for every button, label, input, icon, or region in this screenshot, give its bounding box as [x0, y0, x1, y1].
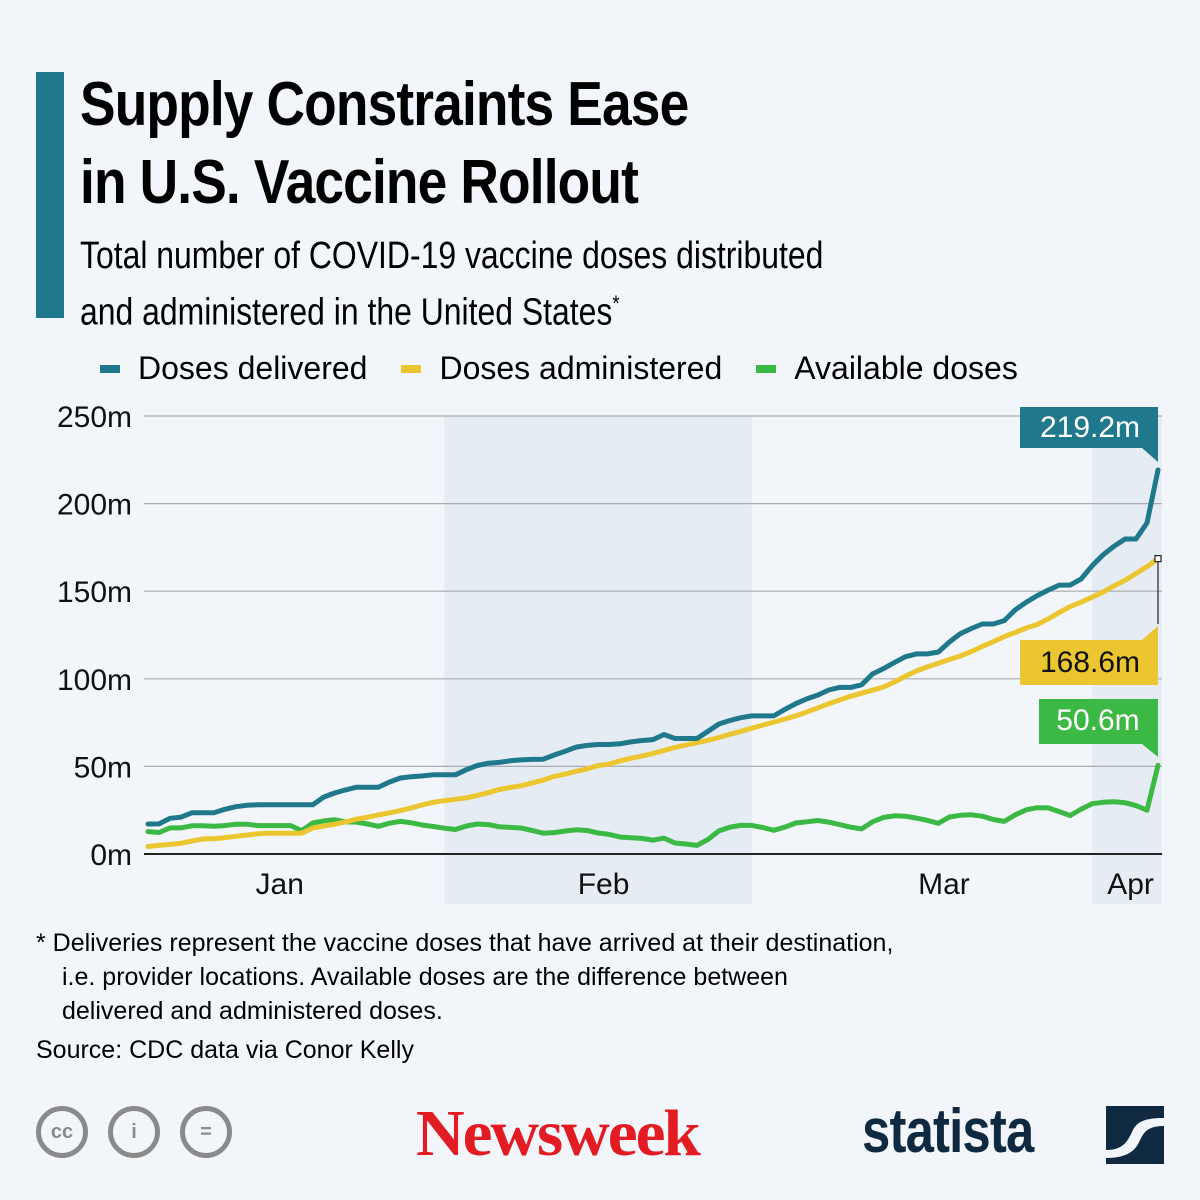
- x-tick-label: Apr: [1107, 868, 1154, 901]
- subtitle-line-1: Total number of COVID-19 vaccine doses d…: [80, 235, 824, 277]
- title-accent-bar: [36, 72, 64, 318]
- x-tick-label: Mar: [918, 868, 970, 901]
- title-line-1: Supply Constraints Ease: [80, 70, 689, 139]
- series-line-available-doses: [145, 762, 1161, 848]
- y-axis-ticks: 0m 50m 100m 150m 200m 250m: [57, 401, 132, 872]
- label-box-delivered: [1020, 407, 1158, 462]
- title-line-2: in U.S. Vaccine Rollout: [80, 148, 639, 217]
- legend-item-available: Available doses: [756, 350, 1018, 387]
- y-tick-label: 0m: [90, 839, 132, 872]
- y-tick-label: 50m: [74, 751, 132, 784]
- legend-item-delivered: Doses delivered: [100, 350, 367, 387]
- label-marker-administered: [1154, 555, 1162, 563]
- attribution-icon[interactable]: i: [108, 1106, 160, 1158]
- cc-icon[interactable]: cc: [36, 1106, 88, 1158]
- subtitle-line-2: and administered in the United States*: [80, 280, 823, 337]
- y-tick-label: 100m: [57, 664, 132, 697]
- legend-label-delivered: Doses delivered: [138, 350, 368, 386]
- end-label-delivered: 219.2m: [1040, 411, 1140, 444]
- gridlines: [144, 415, 1162, 855]
- legend-swatch-delivered: [100, 364, 120, 373]
- end-labels: 219.2m 168.6m 50.6m: [1020, 407, 1162, 757]
- footnote-line-1: * Deliveries represent the vaccine doses…: [36, 929, 894, 957]
- x-tick-label: Jan: [256, 868, 304, 901]
- legend-item-administered: Doses administered: [401, 350, 722, 387]
- x-axis-ticks: Jan Feb Mar Apr: [256, 868, 1154, 901]
- label-box-available: [1039, 699, 1158, 757]
- end-label-administered: 168.6m: [1040, 646, 1140, 679]
- chart-legend: Doses delivered Doses administered Avail…: [100, 350, 1052, 387]
- legend-swatch-administered: [401, 364, 422, 373]
- series-line-doses-administered: [145, 556, 1161, 849]
- legend-swatch-available: [756, 364, 777, 373]
- end-label-available: 50.6m: [1056, 704, 1139, 737]
- x-tick-label: Feb: [578, 868, 630, 901]
- subtitle-footnote-mark: *: [612, 291, 620, 316]
- series-line-doses-delivered: [145, 467, 1161, 827]
- statista-mark-icon: [1106, 1106, 1164, 1164]
- footnote-line-3: delivered and administered doses.: [62, 997, 443, 1025]
- source-note: Source: CDC data via Conor Kelly: [36, 1036, 414, 1064]
- no-derivatives-icon[interactable]: =: [180, 1106, 232, 1158]
- series-lines: [145, 467, 1161, 849]
- newsweek-logo[interactable]: Newsweek: [416, 1097, 701, 1170]
- subtitle-line-2-text: and administered in the United States: [80, 291, 613, 334]
- y-tick-label: 150m: [57, 576, 132, 609]
- legend-label-available: Available doses: [794, 350, 1018, 386]
- chart-subtitle: Total number of COVID-19 vaccine doses d…: [80, 232, 823, 337]
- statista-logo[interactable]: statista: [862, 1097, 1034, 1166]
- label-box-administered: [1020, 626, 1158, 685]
- footnote: * Deliveries represent the vaccine doses…: [36, 926, 893, 1028]
- legend-label-administered: Doses administered: [439, 350, 723, 386]
- y-tick-label: 200m: [57, 489, 132, 522]
- license-icons: cc i =: [36, 1106, 252, 1158]
- band-feb: [444, 416, 752, 904]
- y-tick-label: 250m: [57, 401, 132, 434]
- footnote-line-2: i.e. provider locations. Available doses…: [62, 963, 788, 991]
- chart-title: Supply Constraints Ease in U.S. Vaccine …: [80, 66, 689, 222]
